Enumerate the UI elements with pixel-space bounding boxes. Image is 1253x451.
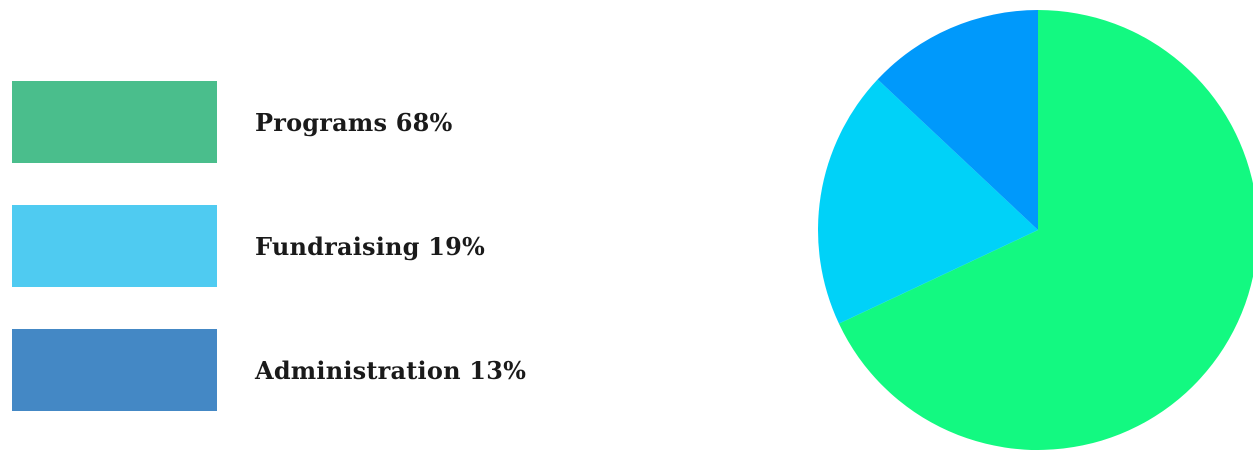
legend-item-fundraising: Fundraising 19%: [12, 205, 485, 287]
pie-slice-fundraising: [818, 79, 1038, 324]
legend-swatch-programs: [12, 81, 217, 163]
legend-label-programs: Programs 68%: [255, 107, 453, 137]
legend-label-administration: Administration 13%: [255, 355, 527, 385]
legend-swatch-fundraising: [12, 205, 217, 287]
pie-slice-programs: [838, 10, 1253, 450]
legend-item-programs: Programs 68%: [12, 81, 453, 163]
legend-item-administration: Administration 13%: [12, 329, 526, 411]
legend-label-fundraising: Fundraising 19%: [255, 231, 486, 261]
pie-slice-administration: [877, 10, 1038, 230]
pie-chart: [818, 10, 1253, 450]
chart-legend: Programs 68% Fundraising 19% Administrat…: [12, 81, 526, 411]
legend-swatch-administration: [12, 329, 217, 411]
pie-chart-area: [810, 0, 1253, 451]
